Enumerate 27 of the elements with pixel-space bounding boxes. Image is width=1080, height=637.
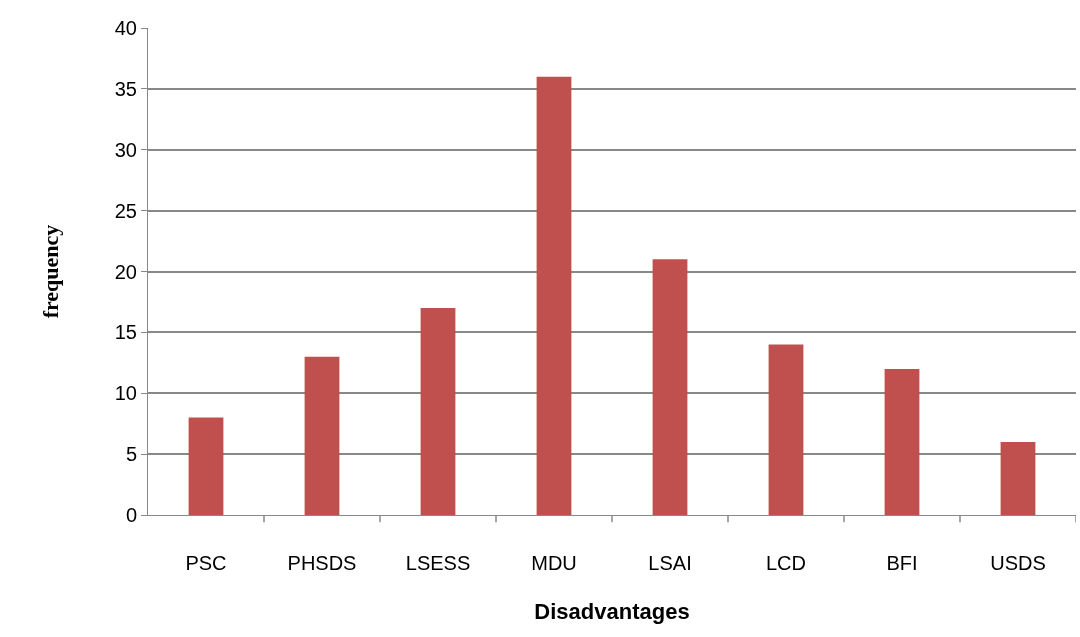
y-axis-title: frequency bbox=[37, 224, 63, 319]
x-tick-label: LCD bbox=[765, 552, 807, 574]
bar bbox=[768, 344, 804, 515]
x-tick-label: LSAI bbox=[648, 552, 692, 574]
bar bbox=[420, 308, 456, 515]
y-tick-label: 15 bbox=[114, 321, 137, 344]
x-tick-label: PSC bbox=[185, 552, 227, 574]
y-tick-label: 0 bbox=[125, 504, 137, 526]
y-tick-label: 10 bbox=[114, 382, 137, 405]
x-tick-label: BFI bbox=[886, 552, 918, 574]
bar bbox=[884, 368, 920, 515]
bar bbox=[652, 259, 688, 515]
y-tick-label: 20 bbox=[114, 260, 137, 283]
x-tick-label: PHSDS bbox=[287, 552, 357, 574]
y-tick-label: 25 bbox=[114, 199, 137, 222]
bar bbox=[188, 417, 224, 515]
y-tick-label: 30 bbox=[114, 138, 137, 161]
bar bbox=[304, 356, 340, 515]
y-tick-label: 35 bbox=[114, 77, 137, 100]
y-tick-label: 40 bbox=[114, 17, 137, 39]
x-tick-label: USDS bbox=[990, 552, 1046, 574]
bar bbox=[1000, 441, 1036, 515]
x-tick-label: LSESS bbox=[405, 552, 471, 574]
bar bbox=[536, 76, 572, 515]
x-tick-label: MDU bbox=[531, 552, 577, 574]
y-tick-label: 5 bbox=[125, 443, 137, 466]
x-axis-title: Disadvantages bbox=[534, 598, 690, 624]
